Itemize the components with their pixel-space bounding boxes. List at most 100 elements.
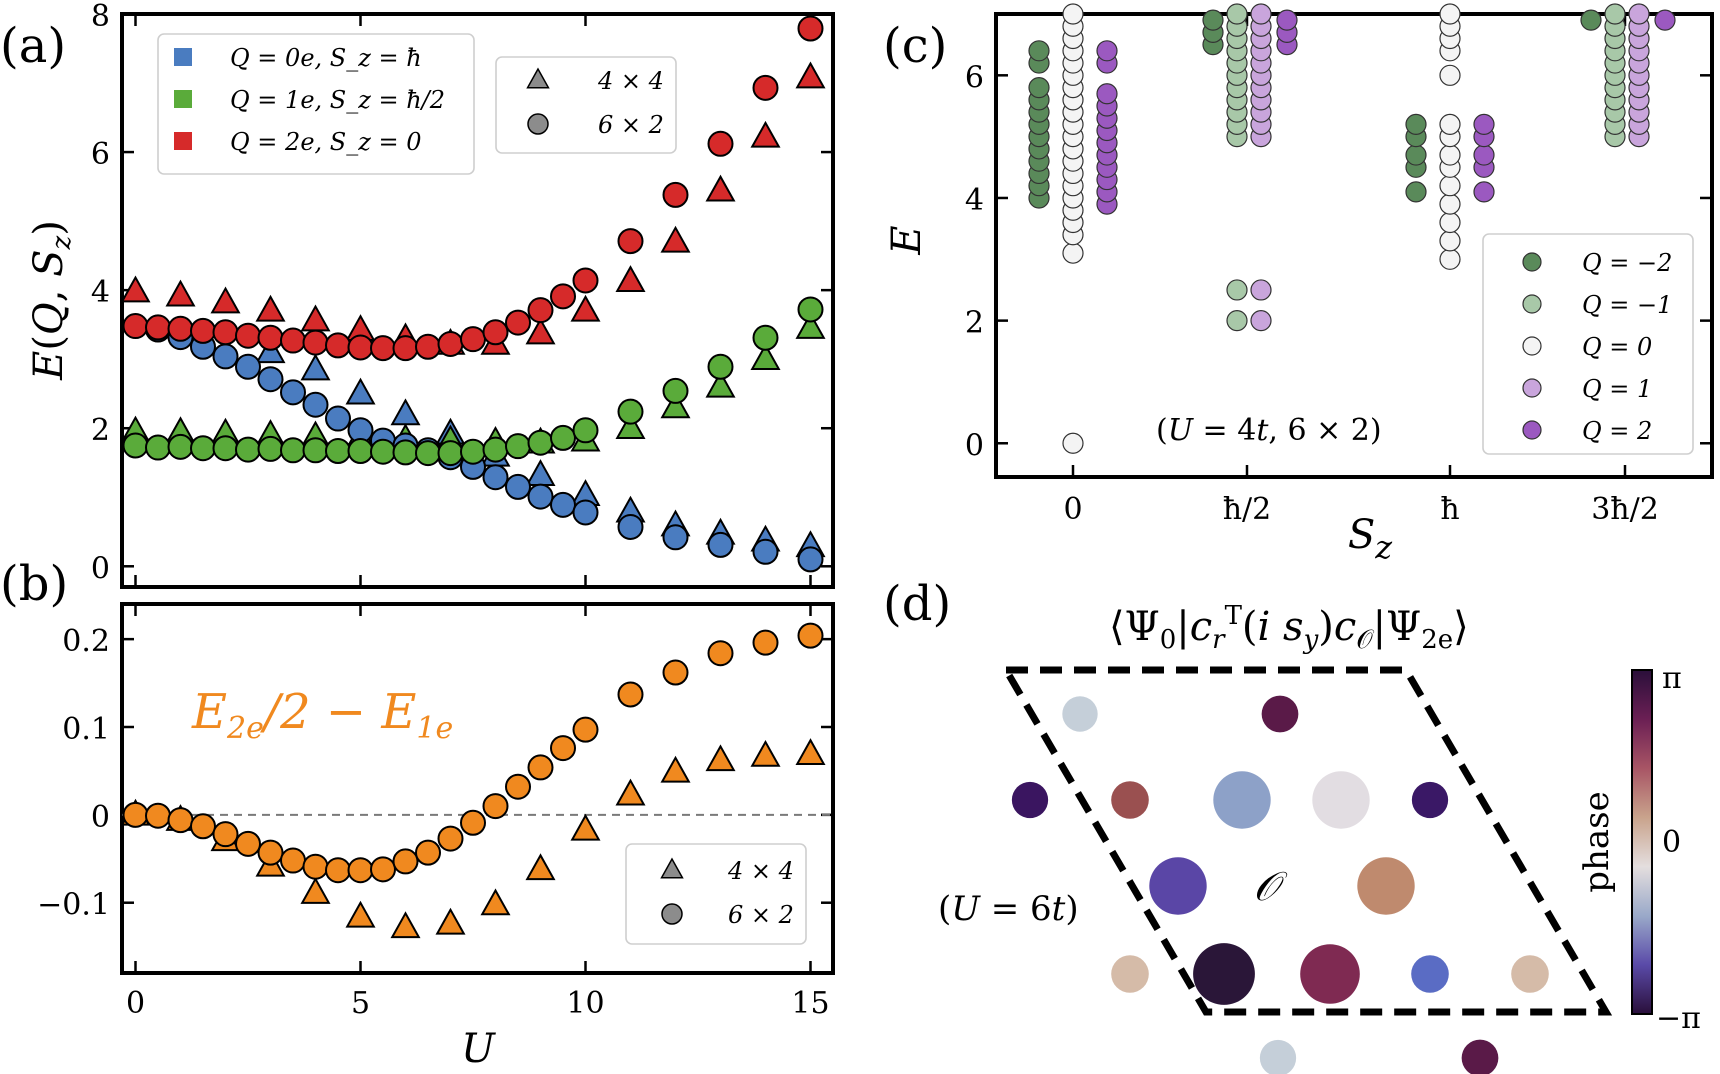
panel-b-triangle — [345, 900, 376, 928]
panel-a-triangle — [300, 304, 331, 332]
panel-c-legend: Q = −2 Q = −1 Q = 0 Q = 1 Q = 2 — [1482, 233, 1694, 455]
panel-c-point — [1473, 181, 1495, 203]
panel-b-point — [437, 825, 464, 852]
panel-a-point — [505, 473, 531, 500]
panel-b-point — [707, 640, 734, 667]
panel-a-point — [347, 437, 374, 464]
panel-a-point — [527, 297, 554, 324]
panel-a-legend-marker-label: 6 × 2 — [598, 111, 664, 139]
panel-d-site — [1411, 781, 1449, 819]
panel-c-point — [1250, 279, 1272, 301]
panel-b: (b) 0 5 10 15 0.2 0.1 0 −0.1 E2e/2 − E1e 4 × 4 6… — [0, 556, 835, 1072]
panel-d-tag: (d) — [883, 576, 951, 632]
panel-b-point — [280, 847, 306, 874]
panel-b-legend: 4 × 4 6 × 2 — [625, 843, 807, 945]
panel-a-point — [257, 435, 284, 462]
panel-a-point — [415, 333, 441, 360]
panel-a-triangle — [255, 294, 286, 322]
panel-a-point — [482, 436, 509, 463]
panel-a-triangle — [795, 61, 826, 89]
panel-a-point — [572, 499, 599, 526]
panel-c-point — [1062, 432, 1084, 454]
panel-a-point — [167, 433, 194, 460]
panel-c-legend-marker — [1522, 378, 1542, 398]
panel-c-legend-label: Q = 0 — [1582, 333, 1652, 361]
panel-a-point — [550, 424, 576, 451]
panel-a-point — [145, 434, 171, 461]
panel-a-point — [797, 296, 824, 323]
panel-d-site — [1111, 781, 1149, 819]
panel-c-ytick-label-2: 4 — [965, 183, 984, 218]
panel-c-point — [1439, 144, 1461, 166]
panel-a-point — [212, 435, 239, 462]
panel-b-point — [370, 856, 396, 883]
panel-c-ytick-label-1: 2 — [965, 306, 984, 341]
panel-b-triangle — [795, 738, 826, 766]
panel-a-data — [120, 15, 826, 573]
panel-c-point — [1439, 248, 1461, 270]
panel-d-site — [1213, 771, 1271, 829]
panel-d-site — [1011, 781, 1049, 819]
panel-b-xtick-label-1: 5 — [351, 986, 370, 1021]
panel-a-ytick-label-0: 0 — [91, 551, 110, 586]
panel-c: (c) 0 ħ/2 ħ 3ħ/2 0 2 4 6 E Sz (U = 4t, 6 × 2) Q… — [883, 3, 1714, 566]
panel-c-xlabel: Sz — [1348, 512, 1393, 566]
panel-a-legend-circle — [527, 113, 549, 135]
panel-c-point — [1250, 310, 1272, 332]
panel-a-ytick-label-1: 2 — [91, 413, 110, 448]
panel-a-point — [797, 15, 824, 42]
panel-b-point — [347, 857, 374, 884]
panel-a-triangle — [570, 294, 601, 322]
panel-b-point — [460, 809, 486, 836]
panel-a-legend-colors-box — [157, 33, 475, 175]
panel-a-triangle — [795, 312, 826, 339]
panel-a-point — [460, 438, 486, 465]
panel-c-point — [1405, 113, 1427, 135]
panel-a-legend-label: Q = 2e, S_z = 0 — [230, 128, 422, 156]
panel-d-site — [1461, 1039, 1499, 1074]
panel-a-point — [617, 398, 644, 425]
panel-b-point — [505, 773, 531, 800]
panel-a-point — [257, 366, 284, 393]
panel-b-triangle — [390, 911, 421, 939]
panel-c-annotation: (U = 4t, 6 × 2) — [1156, 413, 1382, 448]
panel-a-triangle — [165, 279, 196, 307]
panel-d-site — [1312, 771, 1370, 829]
panel-a-point — [707, 353, 734, 380]
panel-b-legend-label: 6 × 2 — [728, 901, 794, 929]
panel-a-ytick-label-3: 6 — [91, 137, 110, 172]
panel-a-triangle — [345, 377, 376, 405]
panel-a-point — [325, 332, 351, 359]
panel-c-legend-marker — [1522, 294, 1542, 314]
panel-b-point — [527, 754, 554, 781]
panel-a-legend-swatch — [174, 48, 192, 66]
panel-d-colorbar-tick-top: π — [1662, 661, 1682, 696]
panel-c-point — [1439, 3, 1461, 25]
panel-a-point — [797, 546, 824, 573]
panel-c-point — [1028, 40, 1050, 62]
panel-b-ytick-label-3: −0.1 — [37, 888, 110, 923]
panel-c-point — [1654, 9, 1676, 31]
panel-b-legend-label: 4 × 4 — [727, 857, 794, 885]
panel-d: (d) ⟨Ψ0|crT(i sy)c𝒪|Ψ2e⟩ 𝒪 (U = 6t) π 0 … — [883, 576, 1701, 1074]
panel-a-point — [370, 438, 396, 465]
panel-a-point — [415, 440, 441, 467]
panel-a-point — [235, 436, 261, 463]
panel-c-tag: (c) — [883, 18, 947, 74]
panel-d-colorbar — [1631, 669, 1653, 1015]
panel-a-point — [302, 391, 329, 418]
panel-a-point — [325, 437, 351, 464]
panel-b-triangle — [480, 888, 511, 916]
panel-b-point — [122, 801, 149, 828]
panel-a-point — [662, 377, 689, 404]
panel-c-data — [1028, 3, 1676, 454]
panel-c-point — [1202, 9, 1224, 31]
panel-a-triangle — [750, 120, 781, 148]
panel-c-legend-label: Q = 1 — [1582, 375, 1652, 403]
panel-d-site — [1411, 955, 1449, 993]
panel-d-colorbar-label: phase — [1577, 791, 1617, 893]
panel-b-triangle — [705, 744, 736, 772]
panel-d-site — [1259, 1039, 1297, 1074]
panel-a-point — [572, 267, 599, 294]
panel-c-point — [1250, 3, 1272, 25]
